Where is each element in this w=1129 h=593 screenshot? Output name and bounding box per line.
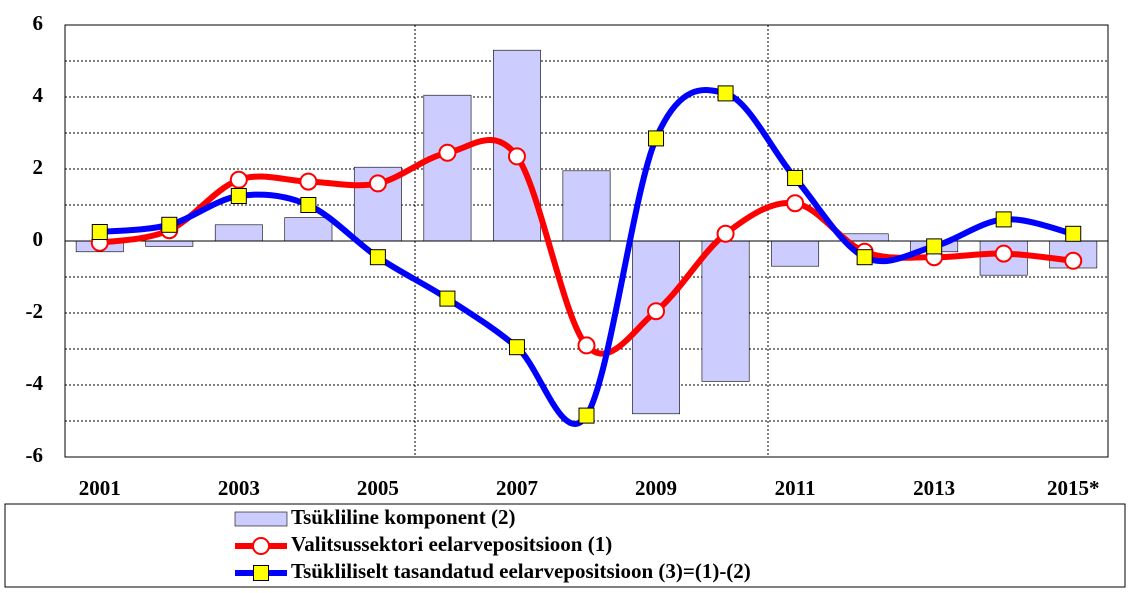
marker [994, 244, 1013, 263]
marker [787, 170, 804, 186]
marker [438, 143, 457, 162]
marker [229, 170, 248, 189]
marker [91, 224, 108, 240]
legend [4, 503, 1126, 588]
marker [369, 249, 386, 266]
legend-marker [252, 537, 270, 555]
marker [300, 197, 317, 213]
y-tick-label: 6 [33, 11, 44, 35]
marker [856, 249, 873, 266]
x-tick-label: 2003 [218, 476, 260, 500]
y-tick-label: 2 [33, 155, 44, 179]
marker [1064, 251, 1083, 270]
marker [439, 290, 456, 307]
x-tick-label: 2013 [913, 476, 955, 500]
marker [786, 194, 805, 213]
bar [562, 170, 611, 242]
marker [299, 172, 318, 191]
marker [647, 302, 666, 321]
x-tick-label: 2001 [79, 476, 121, 500]
marker [230, 188, 247, 204]
legend-swatch [234, 511, 288, 527]
x-tick-label: 2011 [775, 476, 816, 500]
x-tick-label: 2015* [1047, 476, 1100, 500]
y-tick-label: 4 [33, 83, 44, 107]
marker [717, 85, 734, 102]
y-tick-label: -6 [26, 443, 44, 467]
legend-label: Tsükliliselt tasandatud eelarvepositsioo… [291, 559, 751, 583]
x-tick-label: 2007 [496, 476, 538, 500]
marker [995, 211, 1012, 228]
marker [648, 130, 665, 147]
legend-label: Tsükliline komponent (2) [291, 505, 515, 529]
legend-marker [253, 565, 269, 581]
marker [1065, 225, 1082, 242]
bar [493, 49, 541, 242]
y-tick-label: 0 [33, 227, 44, 251]
marker [577, 336, 596, 355]
bar [214, 224, 263, 242]
marker [578, 407, 595, 424]
x-tick-label: 2005 [357, 476, 399, 500]
bar [145, 240, 194, 247]
marker [368, 174, 387, 193]
marker [507, 147, 526, 166]
bar [701, 240, 750, 382]
bar [284, 217, 333, 242]
marker [716, 224, 735, 243]
marker [161, 216, 178, 233]
bar [771, 240, 820, 267]
x-tick-label: 2009 [635, 476, 677, 500]
bar [423, 94, 472, 242]
legend-label: Valitsussektori eelarvepositsioon (1) [291, 532, 612, 556]
y-tick-label: -2 [26, 299, 44, 323]
y-tick-label: -4 [26, 371, 44, 395]
marker [926, 238, 943, 255]
marker [508, 339, 525, 356]
line [99, 87, 1074, 427]
